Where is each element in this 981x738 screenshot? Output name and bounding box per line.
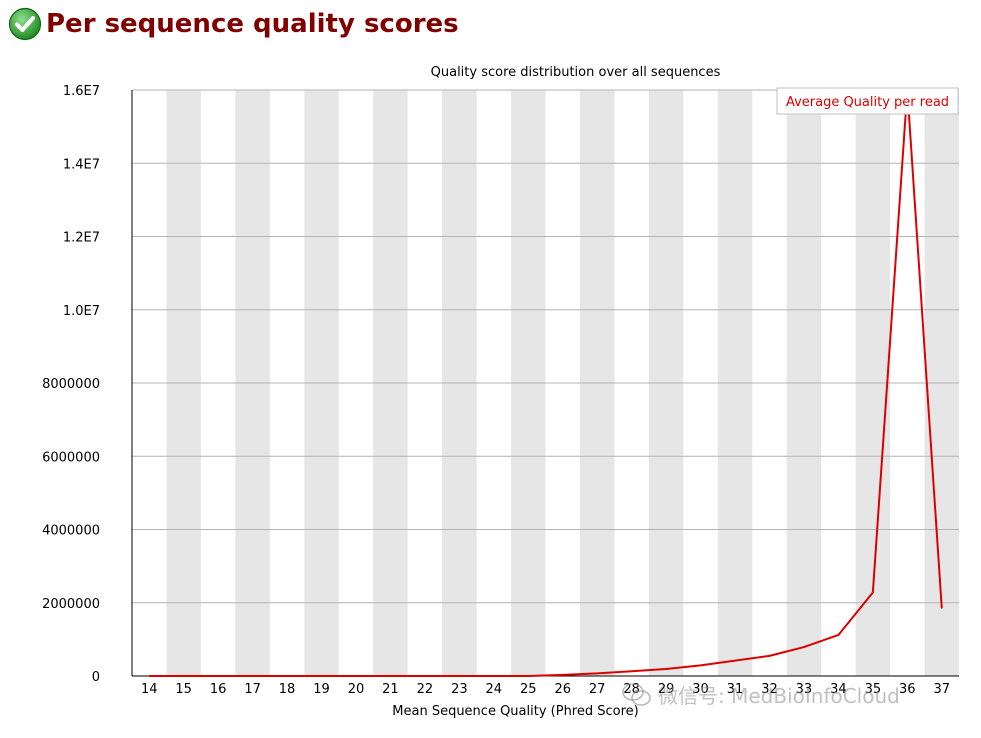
x-tick-label: 29 xyxy=(658,682,675,697)
x-tick-label: 35 xyxy=(865,682,882,697)
x-axis-label: Mean Sequence Quality (Phred Score) xyxy=(392,704,638,719)
x-tick-label: 20 xyxy=(348,682,365,697)
series-line xyxy=(149,89,943,677)
x-tick-label: 17 xyxy=(244,682,261,697)
data-point xyxy=(493,675,495,677)
data-point xyxy=(320,675,323,677)
data-point xyxy=(768,655,771,657)
data-point xyxy=(596,672,598,675)
x-tick-label: 16 xyxy=(210,682,227,697)
check-circle-icon xyxy=(8,7,42,41)
data-point xyxy=(182,675,185,677)
y-tick-label: 8000000 xyxy=(42,377,100,392)
x-tick-label: 23 xyxy=(451,682,468,697)
watermark: 微信号: MedBioInfoCloud xyxy=(622,680,900,709)
data-point xyxy=(148,675,151,677)
watermark-text: 微信号: MedBioInfoCloud xyxy=(658,684,900,708)
x-tick-label: 26 xyxy=(554,682,571,697)
x-tick-label: 19 xyxy=(313,682,330,697)
x-tick-label: 37 xyxy=(933,682,950,697)
y-tick-label: 1.2E7 xyxy=(63,231,100,246)
data-point xyxy=(803,646,805,648)
data-point xyxy=(837,634,840,636)
y-tick-label: 6000000 xyxy=(42,450,100,465)
page-header: Per sequence quality scores xyxy=(8,2,459,46)
data-point xyxy=(251,675,254,677)
data-point xyxy=(424,675,426,677)
x-tick-label: 31 xyxy=(727,682,744,697)
x-tick-label: 32 xyxy=(761,682,778,697)
x-tick-label: 30 xyxy=(692,682,709,697)
data-point xyxy=(561,674,564,676)
y-tick-label: 1.4E7 xyxy=(63,157,100,172)
legend-box xyxy=(776,87,959,115)
data-point xyxy=(355,675,357,677)
legend-label: Average Quality per read xyxy=(786,95,949,110)
wechat-icon xyxy=(622,682,651,706)
data-point xyxy=(458,675,461,677)
y-tick-label: 1.6E7 xyxy=(63,84,100,99)
data-point xyxy=(630,670,633,673)
y-tick-label: 4000000 xyxy=(42,524,100,539)
x-tick-label: 28 xyxy=(623,682,640,697)
data-point xyxy=(217,675,219,677)
x-tick-label: 18 xyxy=(279,682,296,697)
data-point xyxy=(872,591,874,594)
x-tick-label: 36 xyxy=(899,682,916,697)
data-point xyxy=(527,675,530,677)
page-title: Per sequence quality scores xyxy=(46,9,459,39)
x-tick-label: 15 xyxy=(175,682,192,697)
data-point xyxy=(286,675,288,677)
data-point xyxy=(665,668,667,670)
x-tick-label: 25 xyxy=(520,682,537,697)
y-tick-label: 2000000 xyxy=(42,597,100,612)
x-tick-label: 24 xyxy=(486,682,503,697)
y-tick-label: 1.0E7 xyxy=(63,304,100,319)
chart-title: Quality score distribution over all sequ… xyxy=(431,65,721,80)
data-point xyxy=(699,664,702,667)
x-tick-label: 21 xyxy=(382,682,399,697)
y-tick-label: 0 xyxy=(92,670,100,685)
data-point xyxy=(940,607,943,609)
data-point xyxy=(734,659,736,662)
x-tick-label: 34 xyxy=(830,682,847,697)
x-tick-label: 14 xyxy=(141,682,158,697)
x-tick-label: 27 xyxy=(589,682,606,697)
data-point xyxy=(389,675,392,677)
x-tick-label: 22 xyxy=(417,682,434,697)
x-tick-label: 33 xyxy=(796,682,813,697)
